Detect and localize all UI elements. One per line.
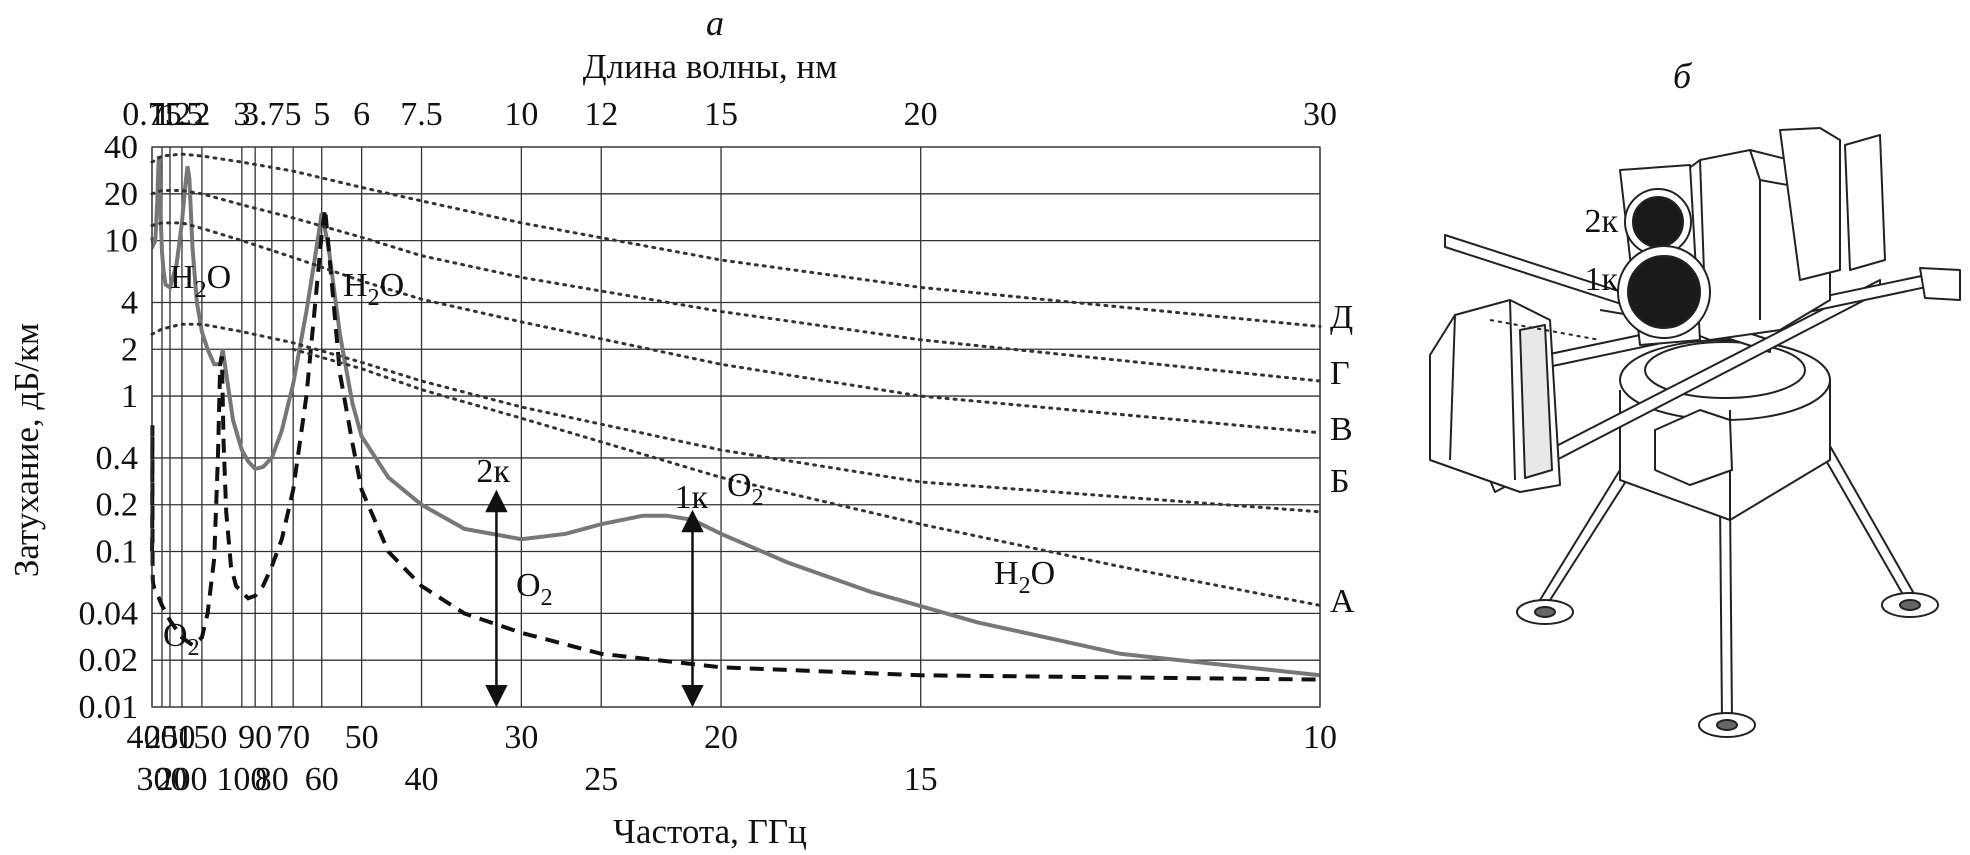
wavelength-tick-label: 3.75 xyxy=(242,96,302,133)
y-tick-label: 40 xyxy=(104,129,138,166)
frequency-tick-label: 25 xyxy=(584,761,618,798)
channel-label: 2к xyxy=(476,453,510,490)
curve-label: Д xyxy=(1330,299,1353,336)
wavelength-tick-label: 1.2 xyxy=(149,96,192,133)
plot-frame xyxy=(151,146,1321,708)
series-layer xyxy=(150,152,1322,682)
annotations: H2O H2O H2O O2 O2 O2 2к 1к xyxy=(163,259,1055,708)
curve-label: А xyxy=(1330,583,1355,620)
y-tick-label: 0.01 xyxy=(79,689,139,726)
frequency-tick-label: 400 xyxy=(127,719,178,756)
wavelength-tick-label: 1 xyxy=(153,96,170,133)
frequency-tick-label: 200 xyxy=(156,761,207,798)
curve-label: В xyxy=(1330,411,1353,448)
wavelength-tick-label: 10 xyxy=(504,96,538,133)
frequency-tick-label: 250 xyxy=(144,719,195,756)
y-tick-label: 0.04 xyxy=(79,595,139,632)
attenuation-axis-title: Затухание, дБ/км xyxy=(7,323,46,577)
series-line-a xyxy=(291,347,1322,607)
frequency-tick-label: 20 xyxy=(704,719,738,756)
panel-b-drawing: б xyxy=(1429,56,1961,738)
wavelength-axis-title: Длина волны, нм xyxy=(583,47,838,86)
y-tick-label: 10 xyxy=(104,223,138,260)
wavelength-tick-label: 1.5 xyxy=(161,96,204,133)
y-tick-label: 0.02 xyxy=(79,642,139,679)
o2-label: O2 xyxy=(163,617,200,661)
panel-a-label: а xyxy=(706,3,724,43)
h2o-label: H2O xyxy=(994,555,1055,599)
wavelength-tick-label: 6 xyxy=(353,96,370,133)
frequency-tick-label: 90 xyxy=(238,719,272,756)
y-tick-label: 4 xyxy=(121,284,138,321)
y-tick-label: 0.1 xyxy=(96,534,139,571)
frequency-tick-label: 40 xyxy=(405,761,439,798)
series-line-g xyxy=(150,189,1322,383)
panel-a-chart: а Длина волны, нм Частота, ГГц Затухание… xyxy=(7,3,1355,851)
panel-b-channel-2k-label: 2к xyxy=(1584,203,1618,240)
wavelength-tick-label: 2 xyxy=(193,96,210,133)
frequency-tick-label: 30 xyxy=(504,719,538,756)
y-tick-label: 0.4 xyxy=(96,440,139,477)
frequency-tick-label: 70 xyxy=(276,719,310,756)
curve-label: Б xyxy=(1330,463,1350,500)
wavelength-tick-label: 12 xyxy=(584,96,618,133)
channel-label: 1к xyxy=(675,479,709,516)
wavelength-tick-label: 15 xyxy=(704,96,738,133)
wavelength-tick-label: 20 xyxy=(904,96,938,133)
o2-label: O2 xyxy=(727,467,764,511)
y-tick-label: 1 xyxy=(121,378,138,415)
panel-b-channel-1k-label: 1к xyxy=(1584,261,1618,298)
curve-label: Г xyxy=(1330,355,1350,392)
series-line-v xyxy=(150,221,1322,435)
wavelength-tick-label: 7.5 xyxy=(400,96,443,133)
o2-label: O2 xyxy=(516,567,553,611)
y-tick-label: 0.2 xyxy=(96,487,139,524)
wavelength-tick-label: 3 xyxy=(233,96,250,133)
frequency-tick-label: 100 xyxy=(216,761,267,798)
y-tick-label: 2 xyxy=(121,331,138,368)
frequency-axis-title: Частота, ГГц xyxy=(613,812,807,851)
y-tick-labels: 40 20 10 4 2 1 0.4 0.2 0.1 0.04 0.02 0.01 xyxy=(79,129,139,726)
frequency-tick-label: 60 xyxy=(305,761,339,798)
wavelength-tick-label: 5 xyxy=(313,96,330,133)
frequency-tick-label: 10 xyxy=(1303,719,1337,756)
frequency-tick-label: 150 xyxy=(176,719,227,756)
h2o-label: H2O xyxy=(170,259,231,303)
frequency-tick-label: 80 xyxy=(255,761,289,798)
series-solid-line xyxy=(150,155,1321,678)
h2o-label: H2O xyxy=(343,267,404,311)
series-line-d xyxy=(150,152,1322,328)
frequency-tick-label: 300 xyxy=(136,761,187,798)
series-dashed-line xyxy=(150,208,1321,682)
wavelength-tick-label: 0.75 xyxy=(122,96,182,133)
frequency-tick-label: 15 xyxy=(904,761,938,798)
wavelength-tick-label: 30 xyxy=(1303,96,1337,133)
panel-b-label: б xyxy=(1673,56,1693,96)
frequency-tick-label: 50 xyxy=(345,719,379,756)
y-tick-label: 20 xyxy=(104,176,138,213)
radiometer-illustration xyxy=(1429,127,1961,738)
